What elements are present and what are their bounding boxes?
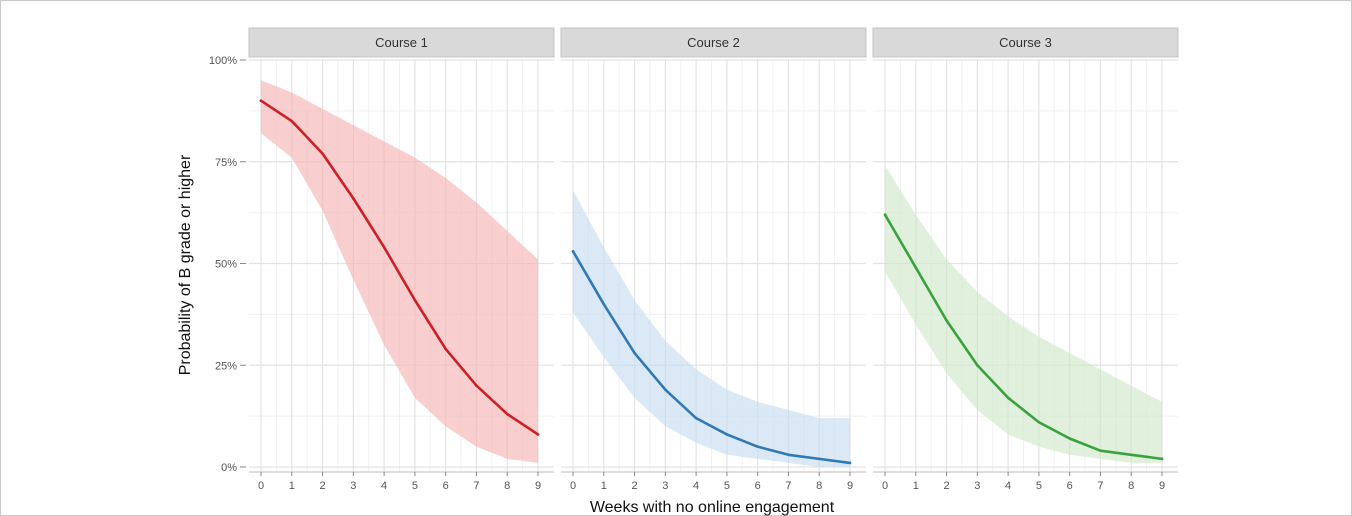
data-point (536, 433, 540, 436)
data-point (475, 384, 478, 387)
data-point (945, 319, 948, 322)
x-tick-label: 0 (570, 480, 576, 492)
confidence-band (573, 190, 850, 468)
y-tick-label: 25% (215, 360, 237, 372)
x-tick-label: 4 (381, 480, 387, 492)
data-point (694, 416, 698, 420)
x-tick-label: 5 (1036, 480, 1042, 492)
y-tick-label: 100% (209, 55, 237, 67)
x-tick-label: 7 (1097, 480, 1103, 492)
data-point (382, 245, 386, 249)
facet-strip (872, 27, 1179, 58)
x-tick-label: 9 (535, 480, 541, 492)
x-tick-label: 1 (289, 480, 295, 492)
x-tick-label: 6 (443, 480, 449, 492)
data-point (352, 197, 355, 200)
x-tick-label: 8 (1128, 480, 1134, 492)
y-tick-label: 50% (215, 259, 237, 271)
facet-panel: 0 1 2 3 4 5 6 7 8 9 Course 2 (560, 27, 867, 492)
x-tick-label: 6 (1067, 480, 1073, 492)
data-point (259, 99, 263, 102)
data-point (914, 266, 918, 269)
x-tick-label: 4 (693, 480, 699, 492)
x-tick-label: 5 (724, 480, 730, 492)
series-line (259, 99, 540, 436)
x-tick-label: 5 (412, 480, 418, 492)
data-point (848, 461, 852, 465)
data-point (664, 388, 667, 391)
x-tick-label: 6 (755, 480, 761, 492)
x-tick-label: 7 (785, 480, 791, 492)
data-point (817, 457, 821, 461)
x-tick-label: 3 (974, 480, 980, 492)
x-tick-label: 9 (1159, 480, 1165, 492)
facet-strip (248, 27, 555, 58)
x-tick-label: 1 (601, 480, 607, 492)
x-tick-label: 9 (847, 480, 853, 492)
x-tick-label: 1 (913, 480, 919, 492)
facets-layer: 0 1 2 3 4 5 6 7 8 9 Course 1 0 1 2 3 4 5 6 7 8 9 Course 2 0 1 2 3… (248, 27, 1179, 492)
data-point (321, 152, 324, 155)
facet-panel: 0 1 2 3 4 5 6 7 8 9 Course 1 (248, 27, 555, 492)
y-axis: 0% 25% 50% 75% 100% (209, 55, 246, 474)
data-point (290, 119, 294, 123)
x-axis-title: Weeks with no online engagement (590, 499, 835, 516)
x-tick-label: 2 (319, 480, 325, 492)
facet-strip-label: Course 1 (375, 35, 428, 50)
data-point (976, 363, 979, 367)
x-tick-label: 0 (258, 480, 264, 492)
x-tick-label: 3 (350, 480, 356, 492)
x-tick-label: 8 (816, 480, 822, 492)
x-tick-label: 3 (662, 480, 668, 492)
x-tick-label: 2 (943, 480, 949, 492)
confidence-band (885, 165, 1162, 463)
data-point (1099, 449, 1102, 453)
facet-strip (560, 27, 867, 58)
data-point (756, 445, 759, 448)
y-axis-title: Probability of B grade or higher (177, 154, 194, 375)
x-tick-label: 4 (1005, 480, 1011, 492)
data-point (413, 298, 417, 302)
x-tick-label: 2 (631, 480, 637, 492)
data-point (602, 302, 606, 306)
data-point (1129, 453, 1133, 457)
y-tick-label: 0% (221, 462, 237, 474)
data-point (1006, 396, 1010, 400)
data-point (1068, 437, 1071, 440)
series-line (883, 213, 1164, 461)
data-point (1160, 457, 1164, 461)
data-point (883, 213, 887, 216)
data-point (444, 347, 447, 351)
data-point (787, 453, 790, 457)
facet-strip-label: Course 2 (687, 35, 740, 50)
facet-panel: 0 1 2 3 4 5 6 7 8 9 Course 3 (872, 27, 1179, 492)
facet-strip-label: Course 3 (999, 35, 1052, 50)
data-point (571, 249, 575, 253)
data-point (633, 351, 636, 355)
x-tick-label: 7 (473, 480, 479, 492)
x-tick-label: 8 (504, 480, 510, 492)
y-tick-label: 75% (215, 157, 237, 169)
series-line (571, 249, 852, 465)
data-point (725, 433, 729, 436)
x-tick-label: 0 (882, 480, 888, 492)
data-point (505, 412, 509, 416)
data-point (1037, 420, 1041, 424)
